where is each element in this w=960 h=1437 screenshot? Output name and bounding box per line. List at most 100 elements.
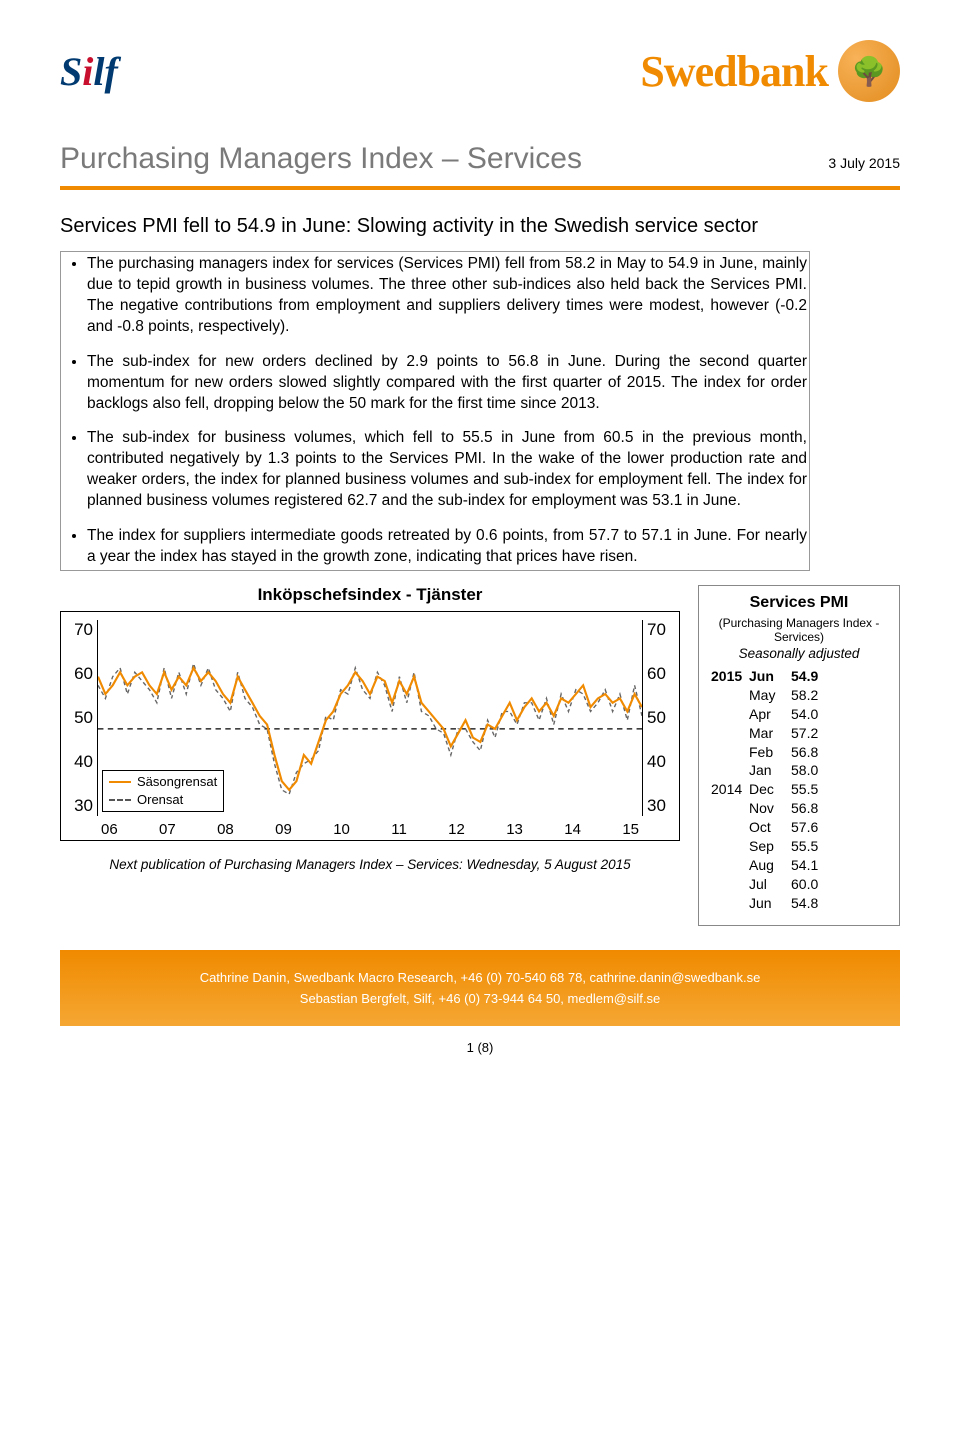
contact-band: Cathrine Danin, Swedbank Macro Research,…: [60, 950, 900, 1026]
x-tick: 07: [159, 821, 176, 838]
pmi-year: [709, 894, 747, 913]
swedbank-text: Swedbank: [640, 46, 828, 97]
pmi-year: [709, 856, 747, 875]
pmi-year: [709, 818, 747, 837]
page-number: 1 (8): [60, 1040, 900, 1055]
legend-label-solid: Säsongrensat: [137, 773, 217, 791]
next-publication: Next publication of Purchasing Managers …: [60, 857, 680, 872]
pmi-month: Apr: [747, 705, 789, 724]
bullet-box: The purchasing managers index for servic…: [60, 251, 810, 571]
y-tick: 40: [647, 752, 666, 772]
pmi-month: Jan: [747, 761, 789, 780]
pmi-month: Nov: [747, 799, 789, 818]
x-tick: 09: [275, 821, 292, 838]
title-row: Purchasing Managers Index – Services 3 J…: [60, 142, 900, 176]
pmi-row: May58.2: [709, 686, 889, 705]
swedbank-logo: Swedbank 🌳: [640, 40, 900, 102]
pmi-month: Jun: [747, 667, 789, 686]
pmi-year: [709, 724, 747, 743]
pmi-month: May: [747, 686, 789, 705]
x-axis: 06 07 08 09 10 11 12 13 14 15: [101, 821, 639, 838]
pmi-table: 2015Jun54.9May58.2Apr54.0Mar57.2Feb56.8J…: [709, 667, 889, 913]
contact-line-2: Sebastian Bergfelt, Silf, +46 (0) 73-944…: [70, 991, 890, 1006]
pmi-month: Feb: [747, 743, 789, 762]
bullet-list: The purchasing managers index for servic…: [63, 254, 807, 568]
pmi-year: [709, 705, 747, 724]
bullet-item: The index for suppliers intermediate goo…: [87, 526, 807, 568]
silf-logo: Silf: [60, 48, 118, 95]
divider-orange: [60, 186, 900, 190]
bullet-item: The sub-index for new orders declined by…: [87, 352, 807, 415]
pmi-row: 2014Dec55.5: [709, 780, 889, 799]
y-tick: 30: [74, 796, 93, 816]
silf-lf: lf: [93, 49, 117, 94]
swedbank-tree-icon: 🌳: [838, 40, 900, 102]
pmi-row: Sep55.5: [709, 837, 889, 856]
pmi-year: [709, 761, 747, 780]
pmi-value: 60.0: [789, 875, 889, 894]
legend-swatch-dashed: [109, 799, 131, 801]
pmi-row: Feb56.8: [709, 743, 889, 762]
y-tick: 60: [74, 664, 93, 684]
pmi-row: Aug54.1: [709, 856, 889, 875]
y-tick: 60: [647, 664, 666, 684]
pmi-row: Jan58.0: [709, 761, 889, 780]
pmi-row: Jul60.0: [709, 875, 889, 894]
y-tick: 30: [647, 796, 666, 816]
pmi-year: [709, 743, 747, 762]
chart-legend: Säsongrensat Orensat: [102, 770, 224, 812]
pmi-value: 54.1: [789, 856, 889, 875]
subheading: Services PMI fell to 54.9 in June: Slowi…: [60, 214, 900, 239]
x-tick: 14: [564, 821, 581, 838]
pmi-value: 58.2: [789, 686, 889, 705]
pmi-value: 57.2: [789, 724, 889, 743]
y-axis-left: 70 60 50 40 30: [61, 612, 97, 840]
pmi-value: 56.8: [789, 743, 889, 762]
pmi-value: 54.9: [789, 667, 889, 686]
chart-title: Inköpschefsindex - Tjänster: [60, 585, 680, 605]
chart-column: Inköpschefsindex - Tjänster 70 60 50 40 …: [60, 585, 680, 872]
pmi-row: Jun54.8: [709, 894, 889, 913]
pmi-month: Mar: [747, 724, 789, 743]
pmi-value: 56.8: [789, 799, 889, 818]
pmi-year: [709, 799, 747, 818]
header-logos: Silf Swedbank 🌳: [60, 40, 900, 102]
pmi-season: Seasonally adjusted: [709, 646, 889, 661]
pmi-month: Dec: [747, 780, 789, 799]
x-tick: 06: [101, 821, 118, 838]
pmi-value: 54.8: [789, 894, 889, 913]
pmi-year: [709, 837, 747, 856]
y-tick: 70: [74, 620, 93, 640]
pmi-month: Jun: [747, 894, 789, 913]
pmi-month: Jul: [747, 875, 789, 894]
pmi-row: Apr54.0: [709, 705, 889, 724]
pmi-year: 2015: [709, 667, 747, 686]
pmi-year: [709, 686, 747, 705]
silf-s: S: [60, 49, 82, 94]
y-tick: 50: [74, 708, 93, 728]
x-tick: 15: [622, 821, 639, 838]
pmi-row: Mar57.2: [709, 724, 889, 743]
chart-box: 70 60 50 40 30 Säsongrensat Orensat 70 6…: [60, 611, 680, 841]
report-date: 3 July 2015: [828, 155, 900, 171]
y-tick: 50: [647, 708, 666, 728]
pmi-row: 2015Jun54.9: [709, 667, 889, 686]
y-axis-right: 70 60 50 40 30: [643, 612, 679, 840]
x-tick: 12: [448, 821, 465, 838]
y-tick: 70: [647, 620, 666, 640]
x-tick: 08: [217, 821, 234, 838]
pmi-value: 55.5: [789, 837, 889, 856]
bullet-item: The purchasing managers index for servic…: [87, 254, 807, 338]
x-tick: 13: [506, 821, 523, 838]
pmi-value: 55.5: [789, 780, 889, 799]
pmi-month: Aug: [747, 856, 789, 875]
pmi-value: 57.6: [789, 818, 889, 837]
pmi-subtitle: (Purchasing Managers Index - Services): [709, 616, 889, 644]
pmi-value: 58.0: [789, 761, 889, 780]
legend-swatch-solid: [109, 781, 131, 783]
legend-label-dashed: Orensat: [137, 791, 183, 809]
pmi-year: [709, 875, 747, 894]
contact-line-1: Cathrine Danin, Swedbank Macro Research,…: [70, 970, 890, 985]
pmi-year: 2014: [709, 780, 747, 799]
page-title: Purchasing Managers Index – Services: [60, 142, 582, 176]
